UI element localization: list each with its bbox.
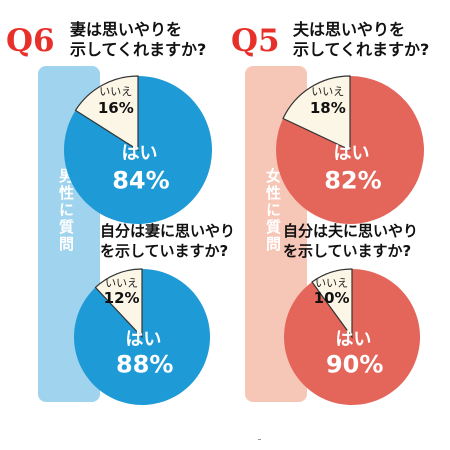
female-self-question-line2: を示していますか?	[283, 242, 412, 260]
male-self-question-line2: を示していますか?	[100, 242, 229, 260]
q5-badge: Q5	[231, 23, 280, 59]
pie-label-yes-value: 82%	[324, 166, 381, 194]
female-panel: 女性に質問 Q5 夫は思いやりを 示してくれますか? いいえ 18% はい 82% 自…	[225, 0, 450, 450]
pie-label-no-value: 12%	[104, 289, 140, 307]
pie-label-yes-category: はい	[333, 143, 369, 164]
pie-label-yes-value: 90%	[326, 350, 383, 378]
male-self-question-line1: 自分は妻に思いやり	[100, 222, 236, 240]
male-band-label: 男性に質問	[57, 168, 75, 253]
pie-label-no-value: 16%	[98, 99, 134, 117]
q6-question-line2: 示してくれますか?	[70, 40, 207, 59]
pie-label-yes-category: はい	[335, 329, 371, 350]
pie-label-no-value: 10%	[314, 289, 350, 307]
pie-slice-no	[74, 75, 139, 152]
pie-label-no-value: 18%	[310, 99, 346, 117]
pie-label-no-category: いいえ	[311, 85, 344, 98]
pie-label-yes-category: はい	[125, 329, 161, 350]
pie-slice-no	[282, 75, 351, 151]
pie-label-no-category: いいえ	[315, 277, 348, 290]
pie-slice-no	[311, 268, 353, 339]
pie-label-yes-category: はい	[121, 143, 157, 164]
q5-question-line2: 示してくれますか?	[293, 40, 430, 59]
female-band-label: 女性に質問	[264, 168, 282, 253]
pie-label-no-category: いいえ	[105, 277, 138, 290]
divider-tick	[258, 439, 261, 440]
pie-label-no-category: いいえ	[99, 85, 132, 98]
male-panel: 男性に質問 Q6 妻は思いやりを 示してくれますか? いいえ 16% はい 84% 自…	[6, 20, 235, 405]
pie-slice-no	[94, 268, 143, 339]
q6-question-line1: 妻は思いやりを	[70, 20, 183, 39]
pie-label-yes-value: 88%	[116, 350, 173, 378]
pie-label-yes-value: 84%	[112, 166, 169, 194]
q6-badge: Q6	[6, 23, 55, 59]
q5-question-line1: 夫は思いやりを	[293, 20, 406, 39]
female-self-question-line1: 自分は夫に思いやり	[283, 222, 419, 240]
